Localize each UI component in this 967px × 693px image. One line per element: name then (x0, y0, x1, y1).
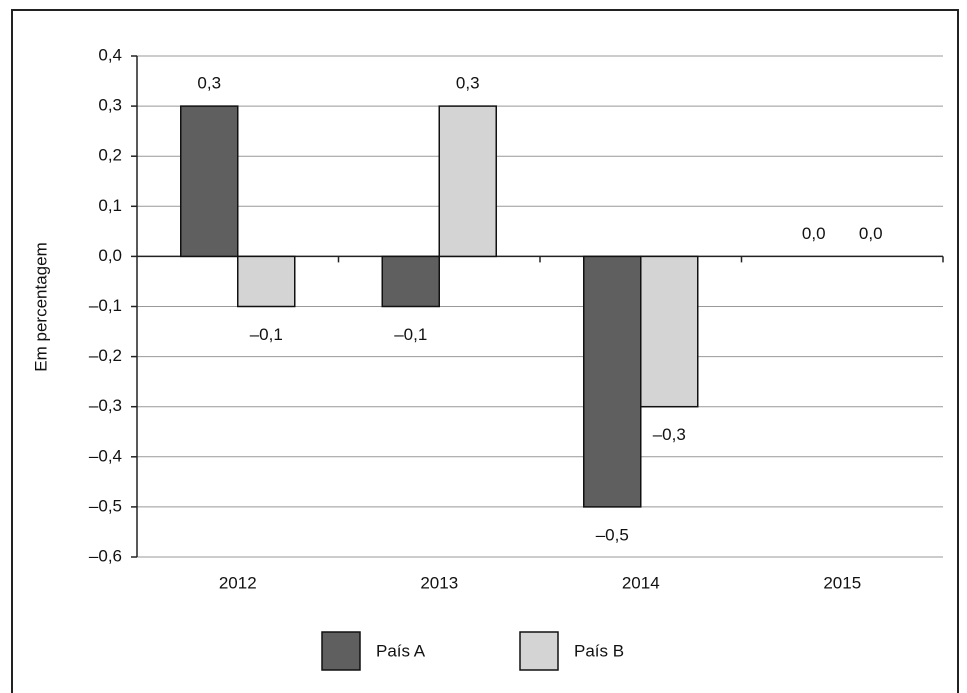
y-tick-label: 0,1 (98, 196, 122, 215)
x-tick-label: 2015 (823, 573, 861, 592)
value-label: 0,0 (802, 224, 826, 243)
y-tick-label: –0,5 (89, 496, 122, 515)
value-label: –0,3 (653, 425, 686, 444)
bar (381, 255, 440, 308)
y-tick-label: –0,1 (89, 296, 122, 315)
bar (583, 255, 642, 508)
y-tick-label: –0,2 (89, 346, 122, 365)
x-tick-label: 2013 (420, 573, 458, 592)
value-label: –0,1 (250, 325, 283, 344)
y-tick-label: 0,4 (98, 45, 122, 64)
y-tick-label: 0,3 (98, 96, 122, 115)
y-tick-label: –0,6 (89, 546, 122, 565)
bar (640, 255, 699, 408)
x-tick-label: 2014 (622, 573, 660, 592)
y-tick-label: 0,0 (98, 246, 122, 265)
bar (180, 105, 239, 258)
legend-label: País A (376, 641, 426, 660)
bar (237, 255, 296, 308)
value-label: –0,1 (394, 325, 427, 344)
y-tick-label: –0,3 (89, 396, 122, 415)
y-tick-label: 0,2 (98, 146, 122, 165)
value-label: 0,3 (456, 74, 480, 93)
legend-swatch (321, 631, 361, 671)
value-label: 0,3 (197, 74, 221, 93)
legend-label: País B (574, 641, 624, 660)
x-tick-label: 2012 (219, 573, 257, 592)
value-label: –0,5 (596, 525, 629, 544)
y-axis-label: Em percentagem (31, 242, 50, 371)
value-label: 0,0 (859, 224, 883, 243)
bar (438, 105, 497, 258)
legend-swatch (519, 631, 559, 671)
y-tick-label: –0,4 (89, 446, 122, 465)
